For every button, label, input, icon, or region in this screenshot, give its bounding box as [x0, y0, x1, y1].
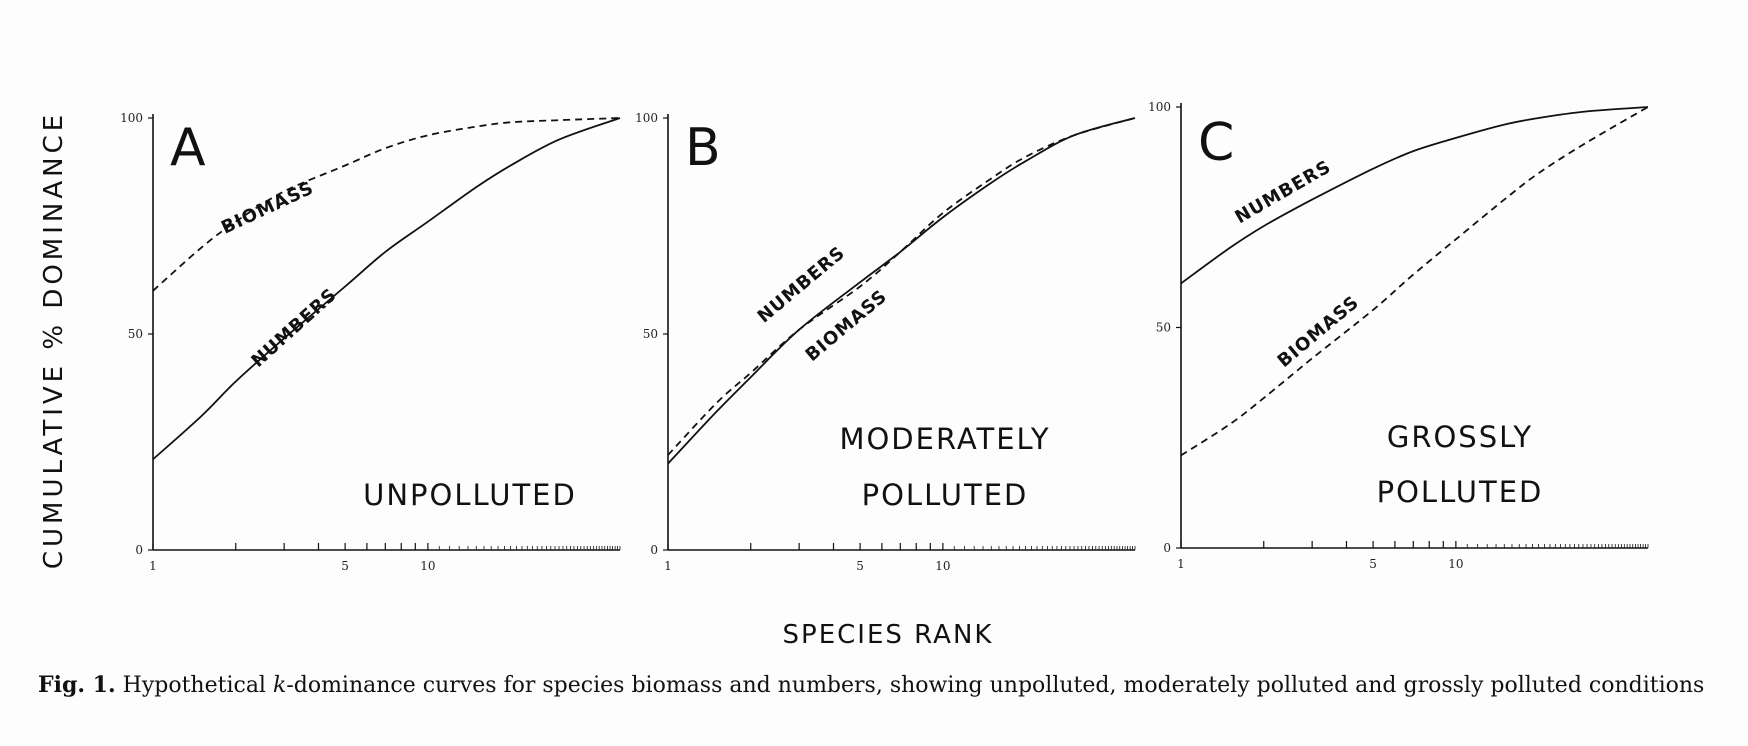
panel-a-x-tick-label: 5 [341, 559, 349, 573]
panel-c-y-tick-label: 0 [1163, 541, 1171, 555]
panel-a: 0 50 100 1 5 10 BIOMASS NUMBERS A UNPOLLUTED [120, 111, 621, 573]
panel-b-y-tick-label: 50 [643, 327, 658, 341]
panel-a-biomass-label: BIOMASS [218, 177, 317, 238]
panel-a-y-tick-label: 100 [120, 111, 143, 125]
panel-a-biomass-curve [152, 117, 621, 292]
panel-c-x-tick-label: 1 [1177, 557, 1185, 571]
panel-b-letter: B [685, 118, 721, 178]
panel-a-numbers-label: NUMBERS [247, 284, 341, 371]
panel-c-y-tick-label: 100 [1148, 100, 1171, 114]
panel-a-letter: A [170, 118, 206, 178]
panel-c-y-tick-label: 50 [1156, 321, 1171, 335]
panel-b-x-tick-label: 5 [856, 559, 864, 573]
caption-k: k [272, 673, 287, 698]
panel-c-biomass-curve [1180, 106, 1649, 457]
panel-b-numbers-label: NUMBERS [754, 242, 850, 327]
caption-label: Fig. 1. [38, 672, 116, 698]
y-axis-label: CUMULATIVE % DOMINANCE [39, 111, 69, 569]
figure-caption: Fig. 1. Hypothetical k-dominance curves … [38, 671, 1718, 700]
panel-a-y-tick-label: 0 [135, 543, 143, 557]
panel-a-y-tick-label: 50 [128, 327, 143, 341]
panel-b-numbers-curve [667, 117, 1136, 465]
panel-c-x-tick-label: 5 [1369, 557, 1377, 571]
panel-c-numbers-label: NUMBERS [1231, 156, 1335, 228]
panel-b-condition-line: MODERATELY [839, 422, 1050, 456]
panel-c-x-tick-label: 10 [1448, 557, 1463, 571]
caption-text-before: Hypothetical [115, 673, 273, 698]
panel-c: 0 50 100 1 5 10 NUMBERS BIOMASS C GROSSLY POLLUTED [1148, 100, 1649, 571]
panel-c-numbers-curve [1180, 106, 1649, 285]
panel-c-condition-line: GROSSLY [1387, 420, 1533, 454]
panel-a-condition-line: UNPOLLUTED [363, 478, 577, 512]
x-axis-label: SPECIES RANK [783, 620, 994, 650]
panel-c-condition-line: POLLUTED [1377, 475, 1544, 509]
panel-b-x-tick-label: 10 [935, 559, 950, 573]
panel-b-x-tick-label: 1 [664, 559, 672, 573]
panel-c-letter: C [1198, 113, 1234, 173]
panel-b-biomass-curve [667, 117, 1136, 456]
panel-a-x-tick-label: 10 [420, 559, 435, 573]
panel-a-x-tick-label: 1 [149, 559, 157, 573]
panel-a-numbers-curve [152, 117, 621, 460]
panel-b-condition-line: POLLUTED [862, 478, 1029, 512]
panel-b-biomass-label: BIOMASS [802, 286, 892, 366]
panel-b-y-tick-label: 0 [650, 543, 658, 557]
caption-text-after: -dominance curves for species biomass an… [286, 673, 1705, 698]
panel-c-biomass-label: BIOMASS [1274, 292, 1364, 372]
panel-b-y-tick-label: 100 [635, 111, 658, 125]
